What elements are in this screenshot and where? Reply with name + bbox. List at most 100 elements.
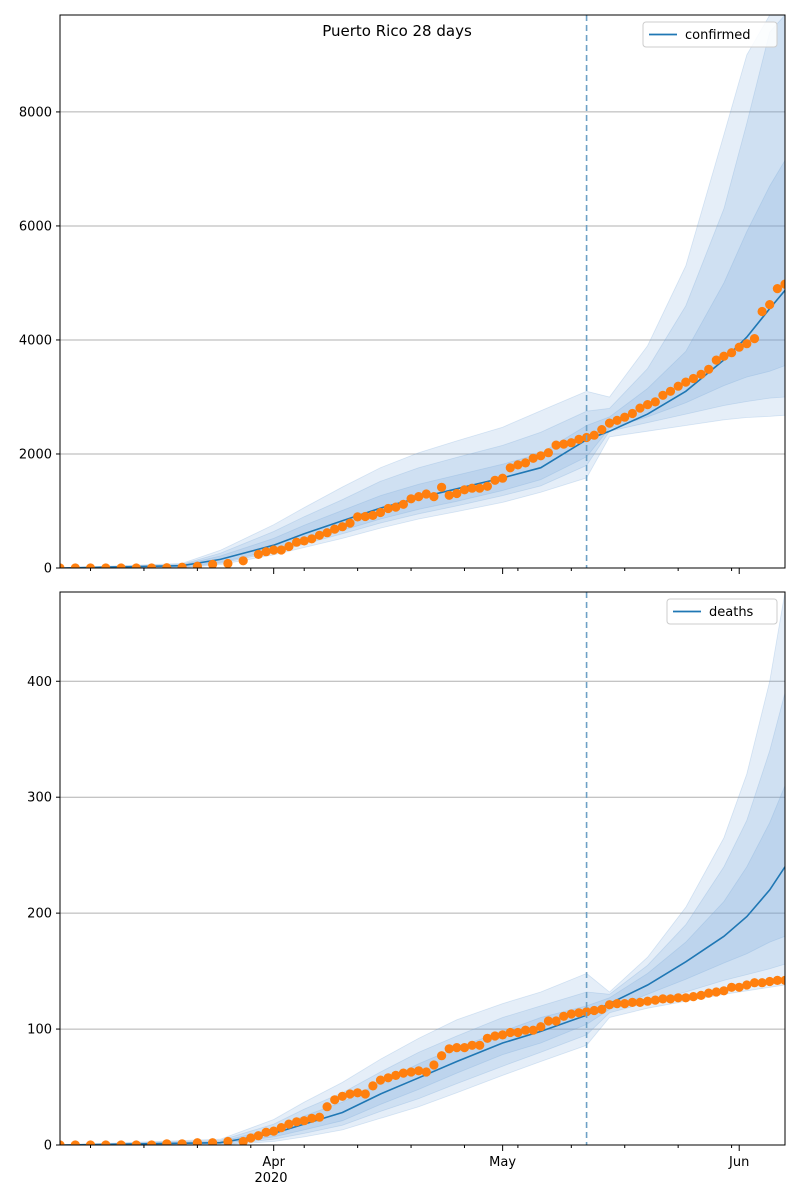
observed-point: [658, 390, 668, 400]
observed-point: [719, 986, 729, 996]
observed-point: [360, 1089, 370, 1099]
y-tick-label: 400: [27, 675, 52, 690]
x-tick-label: May: [489, 1155, 516, 1170]
y-tick-label: 0: [44, 562, 52, 577]
observed-point: [314, 530, 325, 540]
observed-point: [253, 549, 263, 560]
observed-point: [604, 1000, 615, 1010]
legend-box: [642, 21, 778, 48]
y-tick-label: 0: [44, 1139, 52, 1154]
observed-point: [70, 1140, 80, 1145]
observed-point: [60, 563, 65, 568]
observed-point: [650, 397, 660, 407]
y-tick-label: 8000: [19, 105, 52, 120]
observed-point: [406, 1067, 416, 1077]
observed-point: [742, 339, 752, 349]
x-tick-label: Jun: [728, 1155, 749, 1170]
observed-point: [383, 503, 393, 514]
observed-point: [421, 489, 431, 499]
observed-point: [543, 448, 554, 458]
observed-point: [276, 545, 286, 555]
observed-point: [101, 563, 111, 568]
observed-point: [452, 1043, 462, 1053]
observed-point: [307, 534, 317, 544]
observed-point: [711, 355, 721, 365]
observed-point: [536, 1022, 546, 1032]
observed-point: [505, 1027, 515, 1038]
deaths-panel: 0 100 200 300 400 Apr May Jun deaths: [27, 591, 786, 1170]
observed-point: [421, 1067, 431, 1077]
plot-frame: [59, 591, 786, 1146]
observed-point: [292, 1117, 302, 1127]
observed-point: [612, 415, 622, 425]
observed-point: [238, 1136, 248, 1145]
observed-point: [490, 475, 500, 485]
observed-point: [582, 1007, 592, 1017]
observed-point: [551, 440, 561, 450]
observed-point: [574, 1008, 584, 1018]
legend: confirmed: [642, 21, 778, 48]
observed-point: [116, 1140, 126, 1145]
observed-point: [444, 1044, 454, 1054]
observed-point: [498, 473, 508, 483]
legend-box: [666, 598, 778, 625]
observed-point: [704, 988, 714, 998]
observed-point: [368, 510, 378, 520]
observed-point: [444, 490, 454, 500]
legend-label: deaths: [709, 605, 754, 620]
observed-point: [314, 1112, 325, 1122]
y-tick-label: 200: [27, 907, 52, 922]
observed-point: [528, 1025, 538, 1035]
observed-point: [543, 1016, 554, 1026]
observed-point: [375, 1075, 386, 1085]
observed-point: [337, 522, 347, 532]
observed-point: [276, 1123, 286, 1133]
observed-point: [353, 1088, 363, 1098]
observed-point: [116, 563, 126, 568]
observed-point: [398, 1068, 408, 1078]
observed-point: [284, 541, 294, 552]
observed-point: [643, 400, 653, 410]
observed-point: [513, 460, 523, 470]
y-tick-label: 6000: [19, 219, 52, 234]
observed-point: [765, 976, 775, 987]
observed-point: [513, 1027, 523, 1038]
observed-point: [627, 997, 638, 1008]
observed-point: [375, 507, 386, 518]
observed-point: [345, 1089, 355, 1099]
observed-point: [749, 978, 760, 988]
observed-point: [490, 1031, 500, 1041]
observed-point: [299, 1116, 309, 1126]
observed-point: [177, 562, 187, 568]
observed-point: [734, 982, 744, 992]
observed-point: [620, 412, 630, 422]
observed-point: [85, 1140, 96, 1145]
observed-point: [467, 483, 477, 493]
observed-point: [437, 482, 447, 492]
observed-point: [459, 1043, 470, 1053]
observed-point: [711, 987, 721, 997]
observed-point: [261, 1127, 271, 1137]
observed-point: [696, 990, 706, 1001]
observed-point: [177, 1139, 187, 1145]
observed-point: [147, 1140, 157, 1145]
observed-point: [498, 1030, 508, 1040]
observed-point: [696, 369, 706, 379]
observed-point: [673, 993, 683, 1003]
observed-point: [719, 351, 729, 361]
observed-point: [482, 481, 492, 491]
observed-point: [162, 563, 172, 568]
observed-point: [765, 300, 775, 310]
observed-point: [223, 558, 233, 568]
observed-point: [398, 499, 408, 509]
uncertainty-band: [60, 159, 785, 568]
observed-point: [780, 279, 785, 289]
observed-point: [467, 1040, 477, 1050]
y-tick-label: 2000: [19, 447, 52, 462]
observed-point: [665, 386, 676, 396]
observed-point: [757, 306, 767, 317]
observed-point: [437, 1051, 447, 1061]
observed-point: [459, 485, 470, 495]
observed-point: [772, 284, 783, 294]
